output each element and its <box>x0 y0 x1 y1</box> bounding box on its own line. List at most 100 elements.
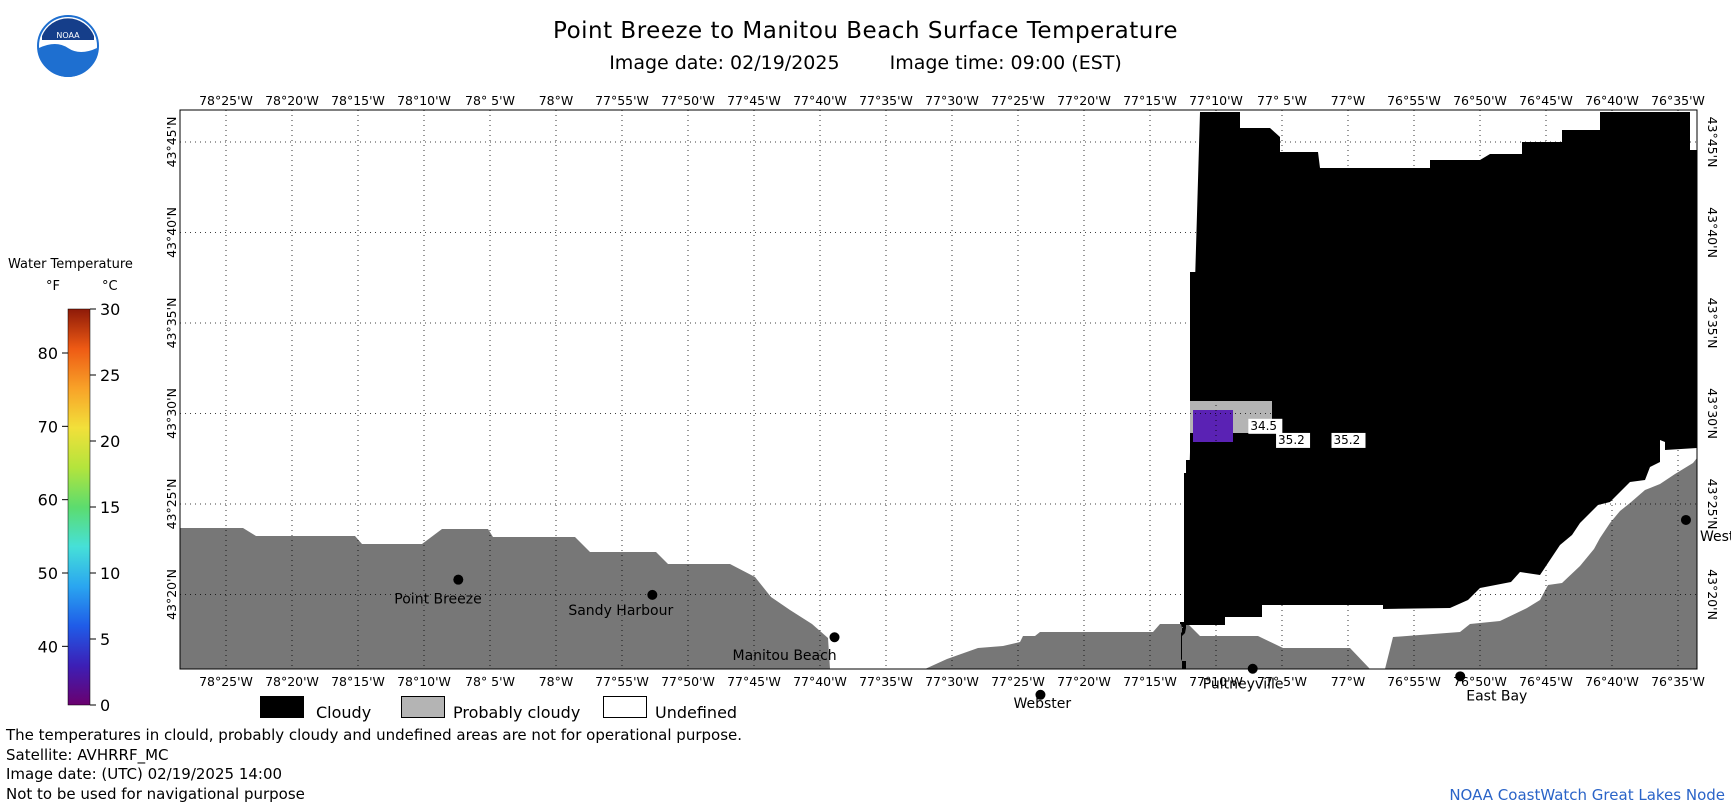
colorbar-label-c: 30 <box>100 300 120 319</box>
lat-label-left: 43°20'N <box>164 569 179 620</box>
lon-label-bottom: 76°35'W <box>1651 674 1705 689</box>
image-date-label: Image date: 02/19/2025 <box>609 52 840 74</box>
colorbar-unit-c: °C <box>102 279 118 294</box>
note-satellite: Satellite: AVHRRF_MC <box>6 745 169 764</box>
legend-label-cloudy: Cloudy <box>316 703 372 722</box>
lon-label-bottom: 77° 5'W <box>1257 674 1307 689</box>
lon-label-bottom: 76°55'W <box>1387 674 1441 689</box>
water-temperature-patch <box>1193 410 1233 442</box>
lon-label-bottom: 77°20'W <box>1057 674 1111 689</box>
cloud-mass <box>1180 112 1697 669</box>
lon-label-bottom: 76°40'W <box>1585 674 1639 689</box>
legend-label-undefined: Undefined <box>655 703 738 722</box>
place-label: Webster <box>1013 696 1071 712</box>
lon-label-top: 77°35'W <box>859 93 913 108</box>
lon-label-bottom: 77°10'W <box>1189 674 1243 689</box>
lon-label-top: 78° 5'W <box>465 93 515 108</box>
noaa-logo-text: NOAA <box>56 31 80 40</box>
legend-swatch-cloudy <box>260 696 304 718</box>
temperature-reading: 35.2 <box>1278 433 1305 447</box>
lon-label-bottom: 77°35'W <box>859 674 913 689</box>
colorbar-unit-f: °F <box>46 279 60 294</box>
lon-label-top: 77°30'W <box>925 93 979 108</box>
colorbar-label-c: 15 <box>100 498 120 517</box>
lon-label-top: 77°20'W <box>1057 93 1111 108</box>
colorbar-label-f: 50 <box>38 564 58 583</box>
lon-label-bottom: 78° 5'W <box>465 674 515 689</box>
lon-label-bottom: 77°15'W <box>1123 674 1177 689</box>
lat-label-right: 43°20'N <box>1705 569 1720 620</box>
reading-label-bg <box>1248 418 1283 434</box>
lat-label-left: 43°25'N <box>164 479 179 530</box>
lat-label-left: 43°30'N <box>164 388 179 439</box>
lon-label-bottom: 77°55'W <box>595 674 649 689</box>
lon-label-top: 78°10'W <box>397 93 451 108</box>
lon-label-top: 76°45'W <box>1519 93 1573 108</box>
noaa-logo: NOAA <box>37 15 99 77</box>
lon-label-bottom: 78°25'W <box>199 674 253 689</box>
lon-label-bottom: 76°50'W <box>1453 674 1507 689</box>
lon-label-bottom: 78°10'W <box>397 674 451 689</box>
lon-label-bottom: 77°45'W <box>727 674 781 689</box>
lon-label-top: 77°55'W <box>595 93 649 108</box>
lon-label-top: 77°45'W <box>727 93 781 108</box>
place-label: West <box>1700 529 1731 545</box>
lon-label-top: 77°25'W <box>991 93 1045 108</box>
lon-label-top: 77°15'W <box>1123 93 1177 108</box>
latitude-labels-left: 43°45'N 43°40'N 43°35'N 43°30'N 43°25'N 43°20… <box>164 117 179 620</box>
place-dot <box>647 589 658 600</box>
colorbar-label-f: 80 <box>38 344 58 363</box>
temperature-reading: 34.5 <box>1250 419 1277 433</box>
lon-label-top: 77°10'W <box>1189 93 1243 108</box>
place-dot <box>1035 689 1046 700</box>
lat-label-right: 43°30'N <box>1705 388 1720 439</box>
lat-label-right: 43°25'N <box>1705 479 1720 530</box>
lon-label-top: 76°50'W <box>1453 93 1507 108</box>
temperature-readings: 34.535.2 35.2 <box>1248 418 1366 448</box>
lon-label-top: 77°50'W <box>661 93 715 108</box>
lat-label-left: 43°40'N <box>164 207 179 258</box>
lon-label-bottom: 76°45'W <box>1519 674 1573 689</box>
note-image-date-utc: Image date: (UTC) 02/19/2025 14:00 <box>6 765 283 783</box>
reading-label-bg <box>1331 432 1366 448</box>
map-title: Point Breeze to Manitou Beach Surface Te… <box>553 18 1178 44</box>
lon-label-bottom: 78°W <box>539 674 574 689</box>
colorbar-label-c: 5 <box>100 630 110 649</box>
credit-link[interactable]: NOAA CoastWatch Great Lakes Node <box>1449 786 1725 804</box>
lon-label-top: 77° 5'W <box>1257 93 1307 108</box>
place-label: Manitou Beach <box>733 648 837 664</box>
place-label: East Bay <box>1466 688 1527 704</box>
legend-swatch-probably-cloudy <box>401 696 445 718</box>
footer-notes: The temperatures in clould, probably clo… <box>6 726 742 804</box>
lat-label-left: 43°45'N <box>164 117 179 168</box>
lon-label-top: 76°35'W <box>1651 93 1705 108</box>
lat-label-right: 43°40'N <box>1705 207 1720 258</box>
colorbar-label-c: 0 <box>100 696 110 715</box>
colorbar-gradient <box>67 308 91 706</box>
lon-label-bottom: 77°30'W <box>925 674 979 689</box>
map-frame <box>179 109 1698 670</box>
map-subtitle: Image date: 02/19/2025 Image time: 09:00… <box>0 52 1731 74</box>
lat-label-right: 43°35'N <box>1705 298 1720 349</box>
colorbar-title: Water Temperature <box>8 257 133 272</box>
lon-label-top: 77°40'W <box>793 93 847 108</box>
place-dot <box>1247 663 1258 674</box>
longitude-labels-top: 78°25'W 78°20'W 78°15'W 78°10'W 78° 5'W 78°W 7… <box>199 93 1705 108</box>
lon-label-bottom: 77°40'W <box>793 674 847 689</box>
lon-label-bottom: 78°20'W <box>265 674 319 689</box>
lon-label-top: 76°40'W <box>1585 93 1639 108</box>
legend-swatch-undefined <box>603 696 647 718</box>
place-dot <box>453 574 464 585</box>
legend-label-probably-cloudy: Probably cloudy <box>453 703 581 722</box>
colorbar-label-f: 40 <box>38 637 58 656</box>
reading-label-bg <box>1276 432 1311 448</box>
lon-label-top: 78°20'W <box>265 93 319 108</box>
place-label: Pultneyville <box>1203 677 1284 693</box>
lon-label-top: 78°W <box>539 93 574 108</box>
image-time-label: Image time: 09:00 (EST) <box>889 52 1122 74</box>
lon-label-bottom: 77°25'W <box>991 674 1045 689</box>
colorbar-label-f: 70 <box>38 417 58 436</box>
